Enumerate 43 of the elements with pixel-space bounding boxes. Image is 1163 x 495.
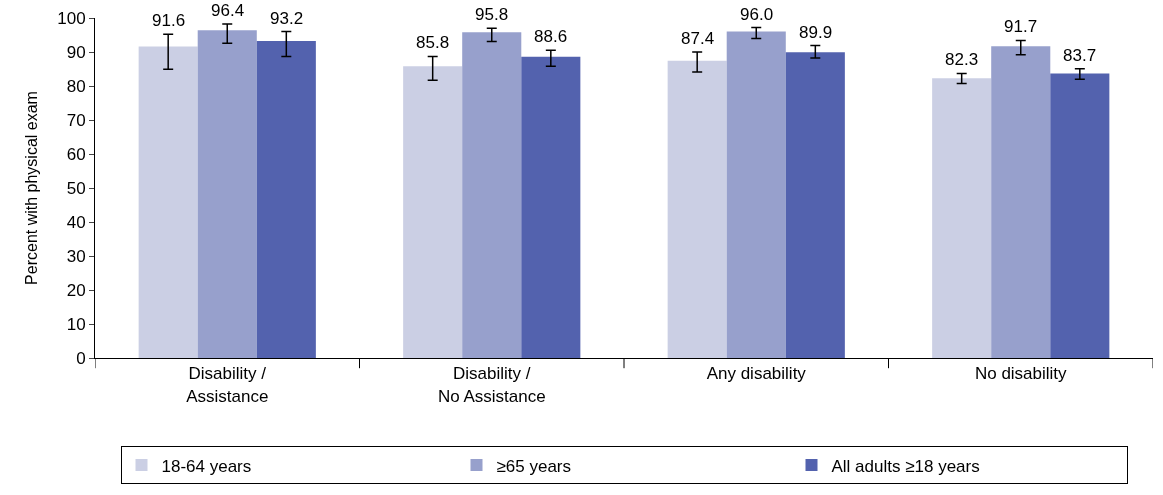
data-label: 96.0	[740, 5, 774, 24]
y-tick-label: 70	[66, 110, 86, 130]
y-tick-label: 10	[66, 314, 86, 334]
y-tick-label: 30	[66, 246, 86, 266]
y-axis-title: Percent with physical exam	[23, 91, 41, 285]
data-label: 96.4	[211, 1, 245, 20]
data-label: 83.7	[1063, 46, 1097, 65]
bar	[991, 46, 1051, 358]
data-label: 85.8	[416, 33, 450, 52]
bar	[197, 30, 257, 358]
bar	[462, 32, 522, 358]
data-label: 91.7	[1004, 17, 1038, 36]
legend-label: ≥65 years	[496, 456, 572, 476]
y-tick-label: 100	[57, 8, 86, 28]
y-tick-label: 20	[66, 280, 86, 300]
bar	[521, 56, 581, 358]
data-label: 87.4	[681, 29, 715, 48]
bar	[932, 78, 992, 358]
data-label: 93.2	[270, 9, 304, 28]
y-tick-label: 50	[66, 178, 86, 198]
x-tick-label: Disability / No Assistance	[437, 364, 546, 406]
legend-label: All adults ≥18 years	[831, 456, 980, 476]
x-tick-label: Disability / Assistance	[186, 364, 269, 406]
data-label: 95.8	[475, 5, 509, 24]
bar	[667, 60, 727, 358]
bar	[785, 52, 845, 358]
y-tick-label: 80	[66, 76, 86, 96]
data-label: 82.3	[945, 50, 979, 69]
y-tick-label: 40	[66, 212, 86, 232]
bar	[138, 46, 198, 358]
bar	[256, 41, 316, 358]
data-label: 88.6	[534, 27, 568, 46]
legend-label: 18-64 years	[161, 456, 252, 476]
y-tick-label: 90	[66, 42, 86, 62]
y-tick-label: 0	[76, 348, 86, 368]
data-label: 89.9	[799, 23, 833, 42]
y-tick-label: 60	[66, 144, 86, 164]
bar	[726, 31, 786, 358]
x-tick-label: No disability	[974, 364, 1068, 384]
data-label: 91.6	[152, 11, 186, 30]
bar	[403, 66, 463, 358]
bar	[1050, 73, 1110, 358]
x-tick-label: Any disability	[706, 364, 807, 384]
